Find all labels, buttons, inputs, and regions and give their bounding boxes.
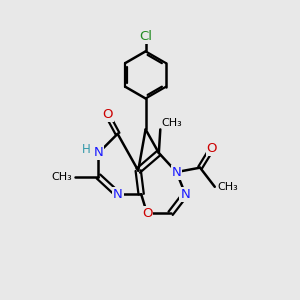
Text: CH₃: CH₃ [51,172,72,182]
Text: CH₃: CH₃ [162,118,182,128]
Text: N: N [181,188,190,201]
Text: O: O [207,142,217,155]
Text: CH₃: CH₃ [217,182,238,192]
Text: O: O [102,108,112,121]
Text: N: N [172,166,182,178]
Text: N: N [94,146,103,159]
Text: N: N [113,188,122,201]
Text: O: O [142,207,152,220]
Text: Cl: Cl [139,30,152,43]
Text: H: H [82,143,91,157]
